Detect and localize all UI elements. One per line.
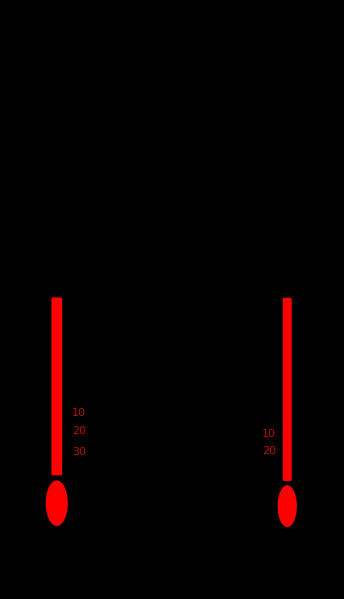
Ellipse shape	[46, 480, 68, 526]
FancyBboxPatch shape	[283, 298, 292, 481]
Text: 10: 10	[262, 429, 276, 439]
FancyBboxPatch shape	[51, 297, 62, 476]
Text: 10: 10	[72, 409, 86, 418]
Ellipse shape	[278, 485, 297, 527]
Text: 30: 30	[72, 447, 86, 457]
Text: 20: 20	[72, 426, 86, 436]
Text: 20: 20	[262, 446, 276, 456]
